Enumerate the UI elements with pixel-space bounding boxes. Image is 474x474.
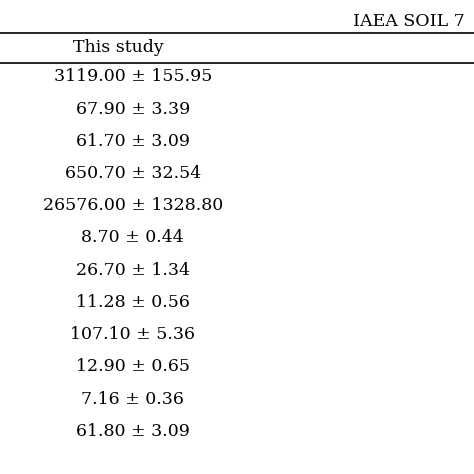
Text: 12.90 ± 0.65: 12.90 ± 0.65 [76, 358, 190, 375]
Text: IAEA SOIL 7: IAEA SOIL 7 [353, 13, 465, 30]
Text: This study: This study [73, 39, 164, 56]
Text: 8.70 ± 0.44: 8.70 ± 0.44 [82, 229, 184, 246]
Text: 107.10 ± 5.36: 107.10 ± 5.36 [70, 326, 195, 343]
Text: 61.70 ± 3.09: 61.70 ± 3.09 [76, 133, 190, 150]
Text: 26576.00 ± 1328.80: 26576.00 ± 1328.80 [43, 197, 223, 214]
Text: 61.80 ± 3.09: 61.80 ± 3.09 [76, 423, 190, 440]
Text: 3119.00 ± 155.95: 3119.00 ± 155.95 [54, 68, 212, 85]
Text: 67.90 ± 3.39: 67.90 ± 3.39 [75, 100, 190, 118]
Text: 11.28 ± 0.56: 11.28 ± 0.56 [76, 294, 190, 311]
Text: 650.70 ± 32.54: 650.70 ± 32.54 [64, 165, 201, 182]
Text: 7.16 ± 0.36: 7.16 ± 0.36 [81, 391, 184, 408]
Text: 26.70 ± 1.34: 26.70 ± 1.34 [76, 262, 190, 279]
